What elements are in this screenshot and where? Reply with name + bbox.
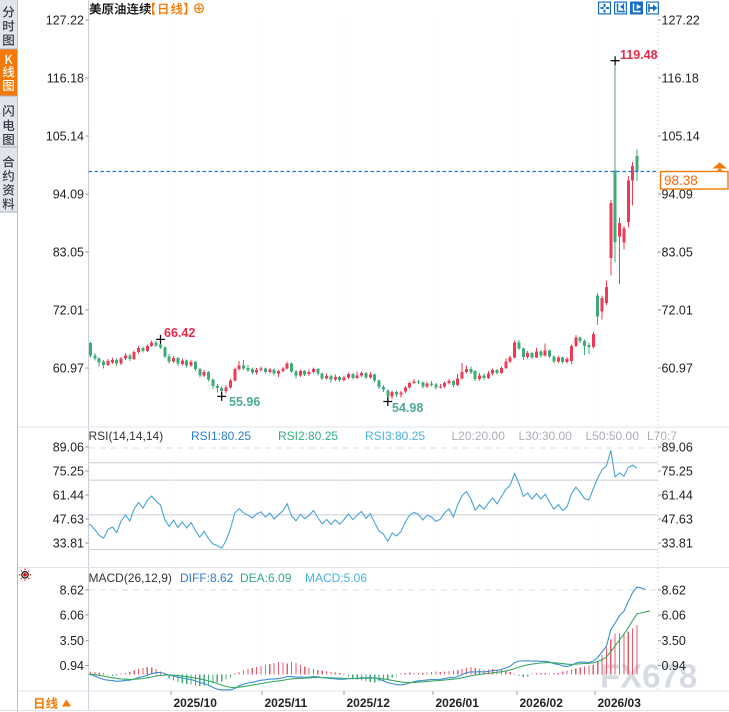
svg-text:6.06: 6.06: [60, 609, 84, 623]
svg-text:FX678: FX678: [600, 658, 697, 695]
svg-text:116.18: 116.18: [662, 72, 699, 86]
svg-text:2025/11: 2025/11: [265, 696, 308, 710]
svg-text:2026/03: 2026/03: [598, 696, 642, 710]
svg-text:47.63: 47.63: [53, 513, 84, 527]
svg-text:DEA:6.09: DEA:6.09: [240, 571, 292, 585]
svg-text:94.09: 94.09: [53, 188, 84, 202]
svg-text:72.01: 72.01: [662, 304, 693, 318]
svg-text:98.38: 98.38: [664, 173, 698, 188]
svg-text:DIFF:8.62: DIFF:8.62: [180, 571, 234, 585]
svg-text:75.25: 75.25: [662, 465, 693, 479]
svg-text:60.97: 60.97: [53, 362, 84, 376]
svg-text:83.05: 83.05: [662, 246, 693, 260]
svg-text:119.48: 119.48: [620, 48, 658, 62]
svg-text:89.06: 89.06: [53, 441, 84, 455]
svg-text:8.62: 8.62: [662, 584, 686, 598]
svg-text:47.63: 47.63: [662, 513, 693, 527]
svg-text:L50:50.00: L50:50.00: [586, 429, 640, 443]
svg-text:MACD(26,12,9): MACD(26,12,9): [89, 571, 172, 585]
svg-text:89.06: 89.06: [662, 441, 693, 455]
svg-text:L30:30.00: L30:30.00: [519, 429, 573, 443]
svg-text:61.44: 61.44: [53, 489, 84, 503]
svg-text:94.09: 94.09: [662, 188, 693, 202]
svg-text:105.14: 105.14: [662, 130, 700, 144]
svg-text:33.81: 33.81: [662, 537, 693, 551]
svg-text:83.05: 83.05: [53, 246, 84, 260]
svg-text:60.97: 60.97: [662, 362, 693, 376]
svg-text:0.94: 0.94: [60, 659, 84, 673]
svg-text:33.81: 33.81: [53, 537, 84, 551]
svg-text:127.22: 127.22: [662, 14, 700, 28]
svg-text:RSI3:80.25: RSI3:80.25: [365, 429, 425, 443]
svg-text:3.50: 3.50: [662, 634, 686, 648]
svg-text:L70:7: L70:7: [647, 429, 677, 443]
svg-text:0.94: 0.94: [662, 659, 686, 673]
svg-text:RSI(14,14,14): RSI(14,14,14): [89, 429, 164, 443]
svg-text:L20:20.00: L20:20.00: [452, 429, 506, 443]
svg-text:2026/02: 2026/02: [520, 696, 564, 710]
svg-text:RSI2:80.25: RSI2:80.25: [278, 429, 338, 443]
svg-text:2026/01: 2026/01: [436, 696, 480, 710]
svg-text:3.50: 3.50: [60, 634, 84, 648]
svg-text:127.22: 127.22: [46, 14, 84, 28]
svg-text:2025/10: 2025/10: [174, 696, 218, 710]
svg-text:MACD:5.06: MACD:5.06: [305, 571, 367, 585]
svg-text:105.14: 105.14: [46, 130, 84, 144]
svg-text:66.42: 66.42: [164, 326, 195, 340]
svg-text:54.98: 54.98: [392, 401, 423, 415]
svg-text:6.06: 6.06: [662, 609, 686, 623]
svg-text:2025/12: 2025/12: [347, 696, 391, 710]
svg-text:61.44: 61.44: [662, 489, 693, 503]
svg-text:75.25: 75.25: [53, 465, 84, 479]
svg-text:116.18: 116.18: [47, 72, 84, 86]
svg-text:55.96: 55.96: [229, 395, 260, 409]
svg-text:8.62: 8.62: [60, 584, 84, 598]
svg-text:RSI1:80.25: RSI1:80.25: [191, 429, 251, 443]
svg-text:72.01: 72.01: [53, 304, 84, 318]
